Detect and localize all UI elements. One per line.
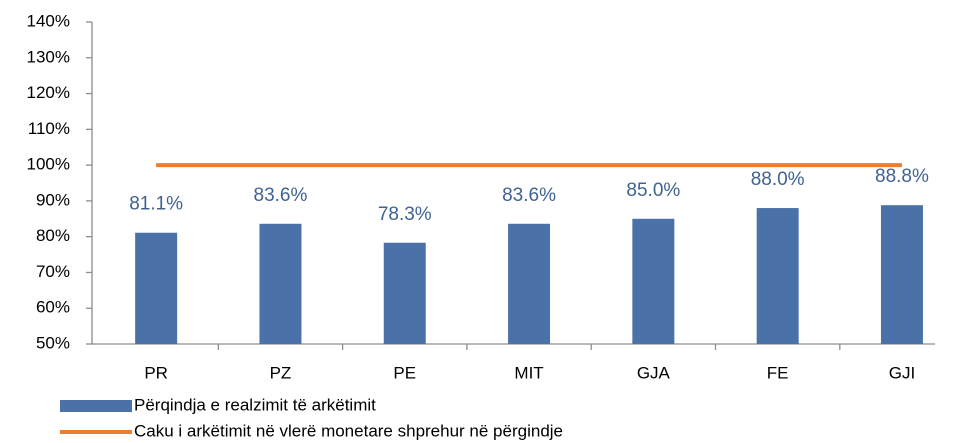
y-tick-label: 50%: [36, 333, 70, 352]
y-tick-label: 60%: [36, 298, 70, 317]
x-tick-label: PE: [393, 363, 416, 382]
x-tick-label: GJA: [637, 363, 671, 382]
bar: [756, 208, 799, 344]
bar: [259, 223, 302, 344]
data-label: 85.0%: [626, 180, 680, 201]
y-tick-label: 140%: [27, 11, 70, 30]
data-label: 88.8%: [875, 166, 929, 187]
legend-label: Caku i arkëtimit në vlerë monetare shpre…: [134, 421, 563, 440]
data-label: 83.6%: [502, 185, 556, 206]
legend-swatch: [60, 400, 132, 412]
y-tick-label: 130%: [27, 47, 70, 66]
bar: [632, 218, 675, 344]
x-tick-label: MIT: [514, 363, 543, 382]
x-tick-label: PR: [144, 363, 168, 382]
data-label: 81.1%: [129, 194, 183, 215]
bar: [135, 232, 178, 344]
y-tick-label: 110%: [28, 119, 70, 138]
bar: [383, 242, 426, 344]
x-tick-label: FE: [767, 363, 789, 382]
x-tick-label: PZ: [270, 363, 292, 382]
bar: [880, 205, 923, 344]
bar: [508, 223, 551, 344]
y-tick-label: 70%: [36, 262, 70, 281]
legend-label: Përqindja e realzimit të arkëtimit: [134, 395, 376, 414]
y-tick-label: 100%: [27, 155, 70, 174]
y-tick-label: 80%: [36, 226, 70, 245]
x-tick-label: GJI: [889, 363, 915, 382]
data-label: 78.3%: [378, 204, 432, 225]
y-tick-label: 90%: [36, 190, 70, 209]
y-tick-label: 120%: [27, 83, 70, 102]
data-label: 88.0%: [751, 169, 805, 190]
data-label: 83.6%: [254, 185, 308, 206]
